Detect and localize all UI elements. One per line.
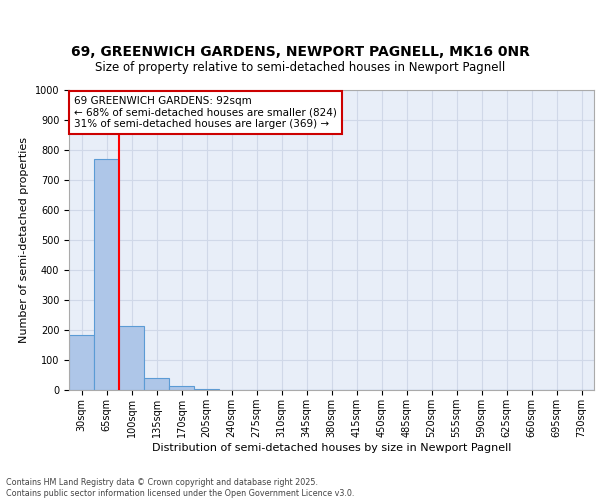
Bar bbox=[194, 388, 219, 390]
Bar bbox=[69, 334, 94, 390]
Bar bbox=[144, 378, 169, 390]
Text: 69, GREENWICH GARDENS, NEWPORT PAGNELL, MK16 0NR: 69, GREENWICH GARDENS, NEWPORT PAGNELL, … bbox=[71, 46, 529, 60]
Bar bbox=[169, 386, 194, 390]
X-axis label: Distribution of semi-detached houses by size in Newport Pagnell: Distribution of semi-detached houses by … bbox=[152, 442, 511, 452]
Bar bbox=[94, 159, 119, 390]
Text: Contains HM Land Registry data © Crown copyright and database right 2025.
Contai: Contains HM Land Registry data © Crown c… bbox=[6, 478, 355, 498]
Text: Size of property relative to semi-detached houses in Newport Pagnell: Size of property relative to semi-detach… bbox=[95, 61, 505, 74]
Text: 69 GREENWICH GARDENS: 92sqm
← 68% of semi-detached houses are smaller (824)
31% : 69 GREENWICH GARDENS: 92sqm ← 68% of sem… bbox=[74, 96, 337, 129]
Y-axis label: Number of semi-detached properties: Number of semi-detached properties bbox=[19, 137, 29, 343]
Bar bbox=[119, 326, 144, 390]
